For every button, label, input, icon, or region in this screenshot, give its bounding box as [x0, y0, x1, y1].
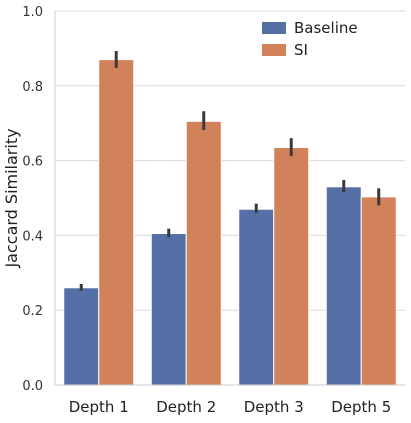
x-tick-label: Depth 1 [69, 398, 129, 416]
x-tick-label: Depth 2 [156, 398, 216, 416]
bar-si-3 [360, 196, 397, 386]
y-tick-label: 0.0 [22, 379, 43, 394]
axes: 0.0 0.2 0.4 0.6 0.8 1.0 Depth 1 Depth 2 Depth 3 D… [2, 5, 405, 416]
legend-label-si: SI [294, 41, 308, 59]
bar-baseline-3 [325, 186, 362, 386]
x-tick-label: Depth 3 [244, 398, 304, 416]
bar-si-0 [98, 59, 135, 386]
legend-swatch-baseline [262, 22, 286, 34]
bar-si-1 [185, 120, 222, 386]
y-tick-label: 1.0 [22, 5, 43, 20]
bar-baseline-0 [63, 287, 100, 386]
legend-label-baseline: Baseline [294, 19, 358, 37]
bar-baseline-2 [238, 208, 275, 386]
y-tick-label: 0.2 [22, 304, 43, 319]
error-bars [79, 51, 381, 291]
y-axis-label: Jaccard Similarity [2, 128, 21, 268]
bar-si-2 [273, 147, 310, 386]
y-tick-label: 0.8 [22, 80, 43, 95]
legend-swatch-si [262, 44, 286, 56]
bars [63, 59, 397, 386]
bar-baseline-1 [150, 233, 187, 386]
x-tick-label: Depth 5 [331, 398, 391, 416]
y-tick-label: 0.4 [22, 229, 43, 244]
y-tick-label: 0.6 [22, 155, 43, 170]
legend: Baseline SI [262, 19, 358, 59]
